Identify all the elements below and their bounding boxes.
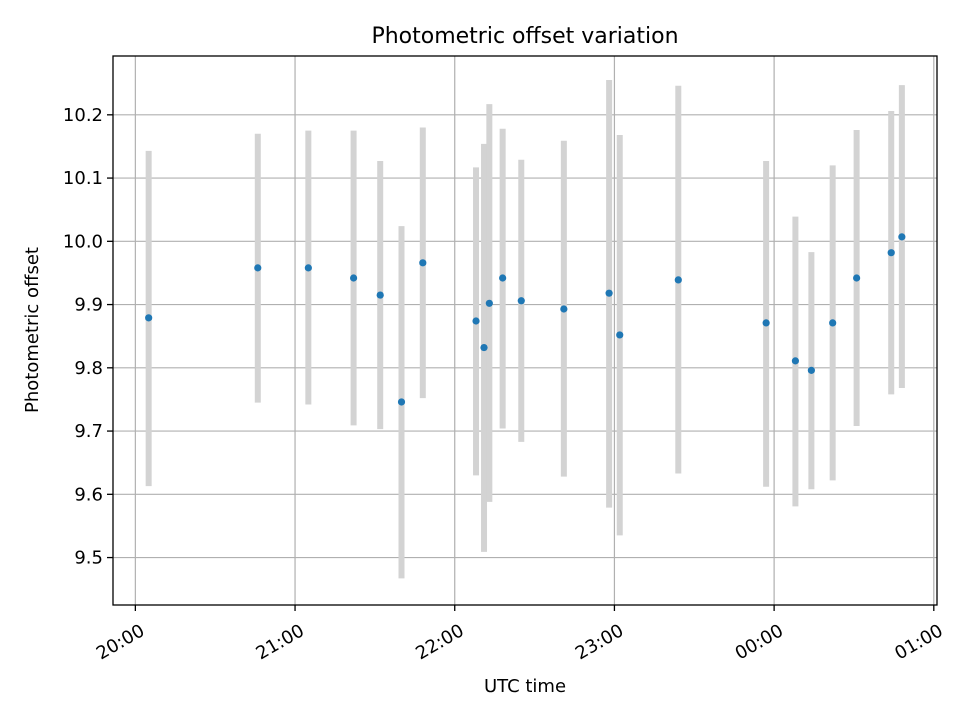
data-point [480,343,488,352]
point-layer [145,233,906,406]
data-point [791,357,800,365]
data-point [145,314,153,322]
y-tick-label: 9.8 [74,358,103,379]
data-point [397,398,406,406]
data-point [349,274,358,282]
data-point [829,319,837,327]
data-point [517,297,525,305]
plot-frame [112,55,938,606]
data-point [499,274,507,282]
data-point [674,276,682,284]
data-point [605,289,613,297]
data-point [485,299,493,307]
x-axis-label: UTC time [484,676,566,697]
y-tick-label: 9.7 [74,421,103,442]
data-point [887,249,895,257]
data-point [898,233,906,241]
data-point [762,319,770,327]
data-point [254,264,262,272]
y-tick-label: 9.6 [74,484,103,505]
x-tick-label: 22:00 [412,620,467,664]
x-tick-label: 21:00 [253,620,308,664]
y-tick-label: 9.9 [74,295,103,316]
grid-layer [113,56,937,605]
data-point [616,331,624,339]
data-point [853,274,861,282]
y-tick-label: 10.0 [63,231,103,252]
y-tick-label: 9.5 [74,548,103,569]
x-tick-label: 23:00 [572,620,627,664]
chart-title: Photometric offset variation [371,24,678,49]
errorbar-layer [145,80,905,579]
x-tick-label: 00:00 [732,620,787,664]
data-point [472,317,480,325]
y-axis-label: Photometric offset [22,247,43,413]
y-tick-label: 10.1 [63,168,103,189]
x-tick-label: 20:00 [93,620,148,664]
data-point [419,259,427,267]
data-point [560,305,568,313]
data-point [807,366,815,374]
y-tick-label: 10.2 [63,105,103,126]
data-point [376,291,384,299]
data-point [304,264,312,272]
x-tick-label: 01:00 [891,620,946,664]
